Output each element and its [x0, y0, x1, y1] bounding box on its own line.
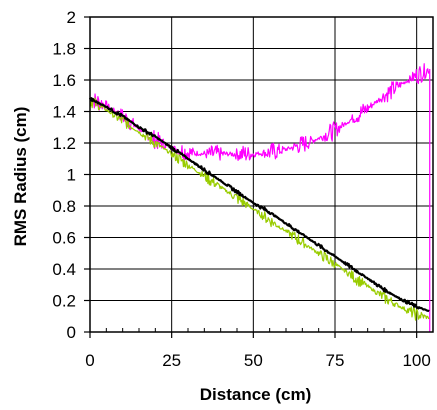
x-tick-label: 100: [402, 351, 430, 370]
axis-ticks: [84, 16, 418, 338]
x-axis-title: Distance (cm): [200, 385, 311, 404]
y-tick-label: 2: [67, 8, 76, 27]
y-tick-label: 0.6: [52, 229, 76, 248]
series-line-3: [88, 97, 430, 313]
y-tick-label: 1.8: [52, 40, 76, 59]
y-tick-label: 1: [67, 166, 76, 185]
y-tick-label: 0.8: [52, 197, 76, 216]
y-tick-label: 1.2: [52, 134, 76, 153]
gridlines: [90, 17, 433, 332]
y-axis-title: RMS Radius (cm): [11, 107, 30, 247]
y-tick-label: 1.6: [52, 71, 76, 90]
x-tick-label: 75: [326, 351, 345, 370]
tick-labels: 0 0.2 0.4 0.6 0.8 1 1.2 1.4 1.6 1.8 2 0 25 50 75 100: [52, 8, 430, 370]
y-tick-label: 0: [67, 323, 76, 342]
x-tick-label: 50: [244, 351, 263, 370]
x-tick-label: 0: [85, 351, 94, 370]
series-group: [88, 63, 431, 332]
x-tick-label: 25: [162, 351, 181, 370]
y-tick-label: 1.4: [52, 103, 76, 122]
y-tick-label: 0.2: [52, 292, 76, 311]
y-tick-label: 0.4: [52, 260, 76, 279]
